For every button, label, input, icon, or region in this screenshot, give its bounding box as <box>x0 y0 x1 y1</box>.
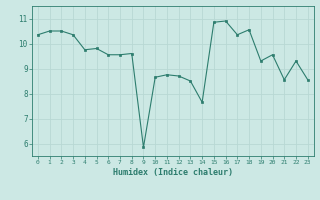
X-axis label: Humidex (Indice chaleur): Humidex (Indice chaleur) <box>113 168 233 177</box>
